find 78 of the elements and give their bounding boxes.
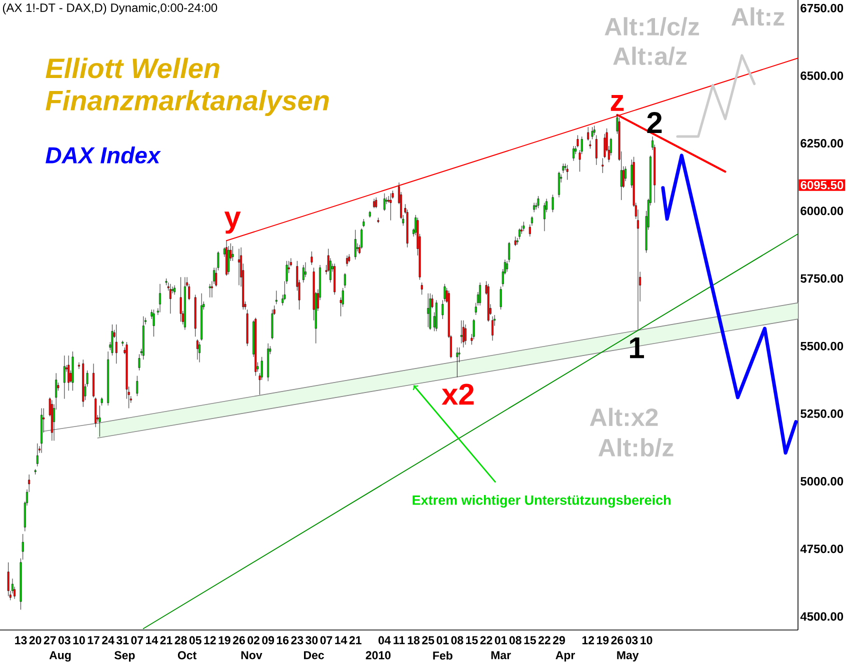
y-tick-label: 5000.00 (800, 477, 844, 486)
x-tick-label: 16 (276, 636, 289, 644)
x-tick-label: 30 (306, 636, 318, 644)
x-tick-label: 08 (451, 636, 464, 644)
annotation: Elliott Wellen (46, 58, 220, 78)
x-tick-label: 26 (611, 636, 624, 644)
text: DAX Index (46, 146, 161, 164)
x-tick-label: 10 (640, 636, 652, 644)
x-tick-label: 25 (422, 636, 434, 644)
x-tick-label: 14 (146, 636, 158, 644)
annotation: y (224, 212, 241, 234)
x-tick-label: 01 (436, 636, 449, 644)
x-tick-label: 23 (291, 636, 304, 644)
x2-tick-label: Nov (241, 651, 262, 660)
x-tick-label: 03 (58, 636, 70, 644)
y-tick-label: 6750.00 (800, 4, 844, 12)
annotation: 2 (647, 112, 662, 134)
annotation: Finanzmarktanalysen (46, 90, 329, 116)
x-tick-label: 10 (73, 636, 85, 644)
x-tick-label: 09 (262, 636, 274, 644)
x-tick-label: 03 (626, 636, 638, 644)
annotation: Extrem wichtiger Unterstützungsbereich (412, 494, 670, 508)
y-tick-label: 5500.00 (800, 342, 844, 350)
x2-tick-label: Apr (556, 651, 575, 662)
x2-tick-label: Aug (49, 651, 71, 662)
x-tick-label: 04 (378, 636, 391, 644)
x-tick-label: 12 (204, 636, 216, 644)
x-tick-label: 15 (466, 636, 478, 644)
x-tick-label: 02 (248, 636, 260, 644)
y-tick-label: 6250.00 (800, 139, 844, 148)
annotation: Alt:x2 (590, 408, 658, 426)
x2-tick-label: Sep (114, 651, 135, 662)
x2-tick-label: May (617, 651, 639, 662)
x-tick-label: 21 (349, 636, 362, 644)
x-tick-label: 07 (131, 636, 144, 644)
annotation: 1 (630, 338, 644, 358)
chart-title: (AX 1!-DT - DAX,D) Dynamic,0:00-24:00 (2, 3, 218, 14)
x2-tick-label: Oct (178, 651, 196, 660)
x-tick-label: 22 (538, 636, 550, 644)
annotation: Alt:b/z (598, 438, 674, 457)
x-tick-label: 01 (494, 636, 507, 644)
x-tick-label: 27 (44, 636, 56, 644)
x-tick-label: 22 (480, 636, 492, 644)
x-tick-label: 05 (189, 636, 202, 644)
x-tick-label: 19 (596, 636, 609, 644)
x-tick-label: 15 (524, 636, 536, 644)
x2-tick-label: Mar (491, 651, 511, 660)
y-tick-label: 6500.00 (800, 71, 844, 80)
y-tick-label: 5250.00 (800, 409, 844, 418)
x-tick-label: 20 (29, 636, 42, 644)
annotation: Alt:1/c/z (604, 17, 700, 36)
annotation: Alt:a/z (613, 46, 687, 66)
annotation: x2 (442, 384, 474, 405)
x2-tick-label: 2010 (366, 651, 391, 660)
x-tick-label: 14 (335, 636, 348, 644)
y-tick-label: 6000.00 (800, 206, 844, 216)
x2-tick-label: Feb (433, 651, 452, 660)
x-tick-label: 08 (509, 636, 522, 644)
x-tick-label: 28 (174, 636, 187, 644)
annotation: z (610, 94, 624, 111)
x-tick-label: 29 (553, 636, 565, 644)
x-tick-label: 12 (582, 636, 594, 644)
x-tick-label: 24 (102, 636, 114, 644)
annotation: Alt:z (732, 7, 784, 26)
y-tick-label: 4750.00 (800, 544, 844, 554)
x2-tick-label: Dec (304, 651, 324, 660)
x-tick-label: 18 (408, 636, 420, 644)
x-tick-label: 21 (160, 636, 172, 644)
x-tick-label: 17 (88, 636, 100, 644)
text: 6095.50 (800, 180, 844, 190)
y-tick-label: 5750.00 (800, 274, 844, 283)
x-tick-label: 31 (116, 636, 129, 644)
x-tick-label: 19 (218, 636, 230, 644)
y-tick-label: 4500.00 (800, 612, 844, 621)
x-tick-label: 13 (15, 636, 27, 644)
x-tick-label: 11 (394, 636, 405, 644)
x-tick-label: 07 (320, 636, 332, 644)
x-tick-label: 26 (232, 636, 245, 644)
